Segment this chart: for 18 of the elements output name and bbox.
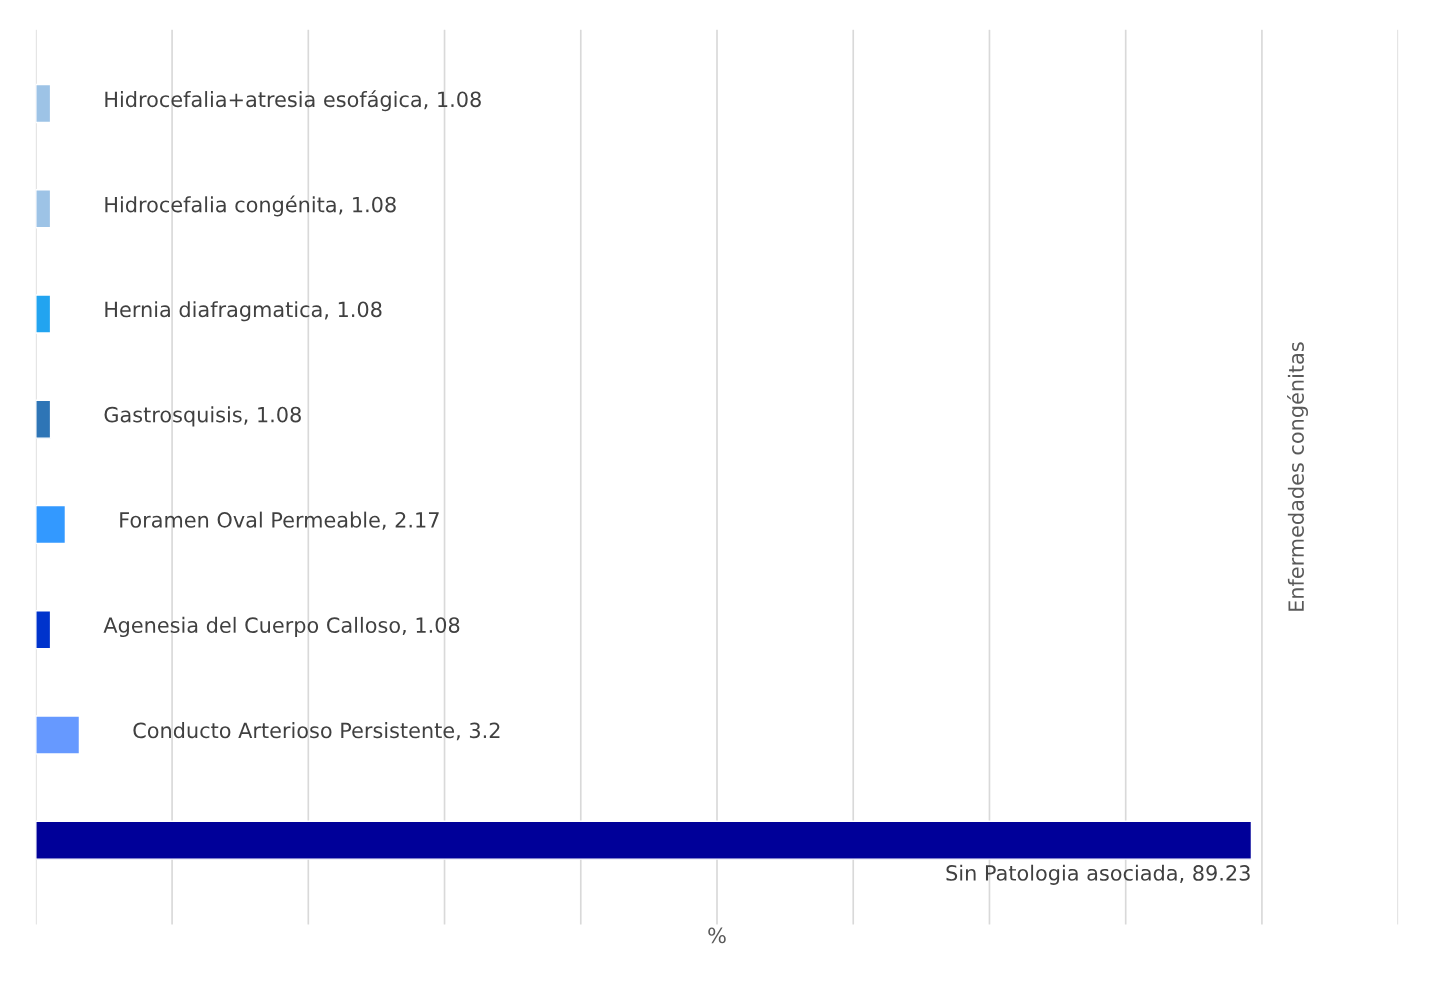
bar [35, 83, 52, 124]
bar [35, 610, 52, 650]
data-label: Conducto Arterioso Persistente, 3.2 [133, 722, 500, 741]
bar [35, 189, 52, 229]
bar [35, 294, 52, 334]
bar [35, 820, 1253, 860]
y-axis-title: Enfermedades congénitas [1287, 342, 1309, 611]
data-label: Foramen Oval Permeable, 2.17 [120, 511, 439, 530]
x-axis-title: % [708, 927, 726, 944]
data-label: Hernia diafragmatica, 1.08 [105, 301, 382, 322]
bar [35, 504, 67, 545]
data-label: Hidrocefalia congénita, 1.08 [105, 195, 396, 217]
data-label: Hidrocefalia+atresia esofágica, 1.08 [105, 90, 481, 112]
data-label: Agenesia del Cuerpo Calloso, 1.08 [103, 616, 460, 638]
data-label: Sin Patologia asociada, 89.23 [946, 864, 1250, 885]
data-label: Gastrosquisis, 1.08 [104, 406, 301, 427]
bar [35, 399, 52, 439]
bar [35, 715, 81, 755]
